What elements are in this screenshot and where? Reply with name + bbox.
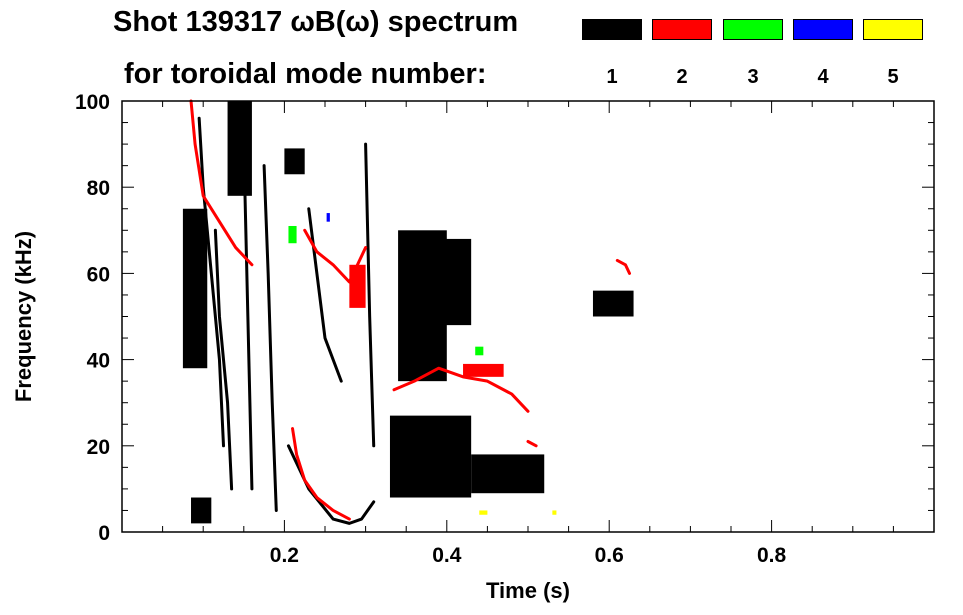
- series-mode-3: [288, 225, 484, 356]
- chart-title: Shot 139317 ωB(ω) spectrum: [113, 6, 519, 38]
- y-tick-label: 20: [87, 436, 110, 459]
- y-tick-label: 40: [87, 350, 110, 373]
- legend-swatch-1: [582, 19, 642, 40]
- spectrum-trace: [286, 444, 376, 525]
- series-mode-4: [326, 213, 330, 222]
- x-tick-label: 0.4: [432, 544, 462, 567]
- axes: 0 20 40 60 80 100 0.2 0.4 0.6 0.8: [75, 91, 934, 567]
- spectrum-region: [284, 148, 305, 175]
- spectrum-trace: [213, 228, 234, 491]
- spectrum-region: [463, 363, 504, 377]
- spectrum-region: [191, 497, 212, 524]
- spectrum-region: [389, 415, 472, 498]
- series-mode-1: [182, 101, 634, 525]
- spectrum-trace: [242, 142, 254, 491]
- legend-swatch-2: [652, 19, 712, 40]
- series-mode-2: [189, 99, 631, 521]
- spectrum-region: [182, 208, 208, 369]
- spectrum-region: [475, 346, 484, 356]
- legend-label-4: 4: [817, 66, 829, 88]
- spectrum-region: [326, 213, 330, 222]
- x-tick-label: 0.8: [757, 544, 787, 567]
- legend-swatch-4: [793, 19, 853, 40]
- x-tick-label: 0.2: [270, 544, 299, 567]
- y-tick-label: 60: [87, 263, 110, 286]
- y-tick-label: 0: [98, 522, 110, 545]
- y-tick-label: 100: [75, 91, 110, 114]
- legend-swatch-3: [723, 19, 783, 40]
- spectrum-trace: [364, 142, 376, 448]
- legend-label-1: 1: [606, 66, 618, 88]
- x-axis-title: Time (s): [486, 578, 570, 603]
- spectrum-region: [592, 290, 634, 317]
- legend-label-2: 2: [676, 66, 688, 88]
- legend-swatch-5: [863, 19, 923, 40]
- x-tick-label: 0.6: [595, 544, 624, 567]
- spectrum-region: [398, 230, 447, 382]
- spectrum-trace: [197, 116, 225, 448]
- spectrum-region: [227, 101, 252, 196]
- spectrum-region: [471, 454, 545, 494]
- legend-caption: for toroidal mode number:: [124, 58, 487, 90]
- spectrum-region: [552, 510, 557, 515]
- spectrum-trace: [526, 439, 538, 448]
- legend-label-5: 5: [887, 66, 899, 88]
- spectrum-trace: [291, 427, 351, 521]
- series-mode-5: [479, 510, 557, 515]
- legend-label-3: 3: [747, 66, 759, 88]
- spectrum-region: [288, 225, 297, 244]
- y-tick-label: 80: [87, 177, 110, 200]
- spectrum-trace: [392, 366, 530, 413]
- spectrum-trace: [189, 99, 254, 267]
- y-axis-title: Frequency (kHz): [11, 231, 36, 402]
- spectrum-region: [479, 510, 488, 515]
- spectrum-trace: [307, 207, 343, 383]
- plot-data: [182, 99, 634, 525]
- spectrum-trace: [262, 164, 278, 512]
- spectrum-trace: [303, 228, 368, 284]
- spectrum-trace: [615, 258, 631, 275]
- spectrum-region: [442, 238, 472, 326]
- spectrum-region: [349, 264, 366, 308]
